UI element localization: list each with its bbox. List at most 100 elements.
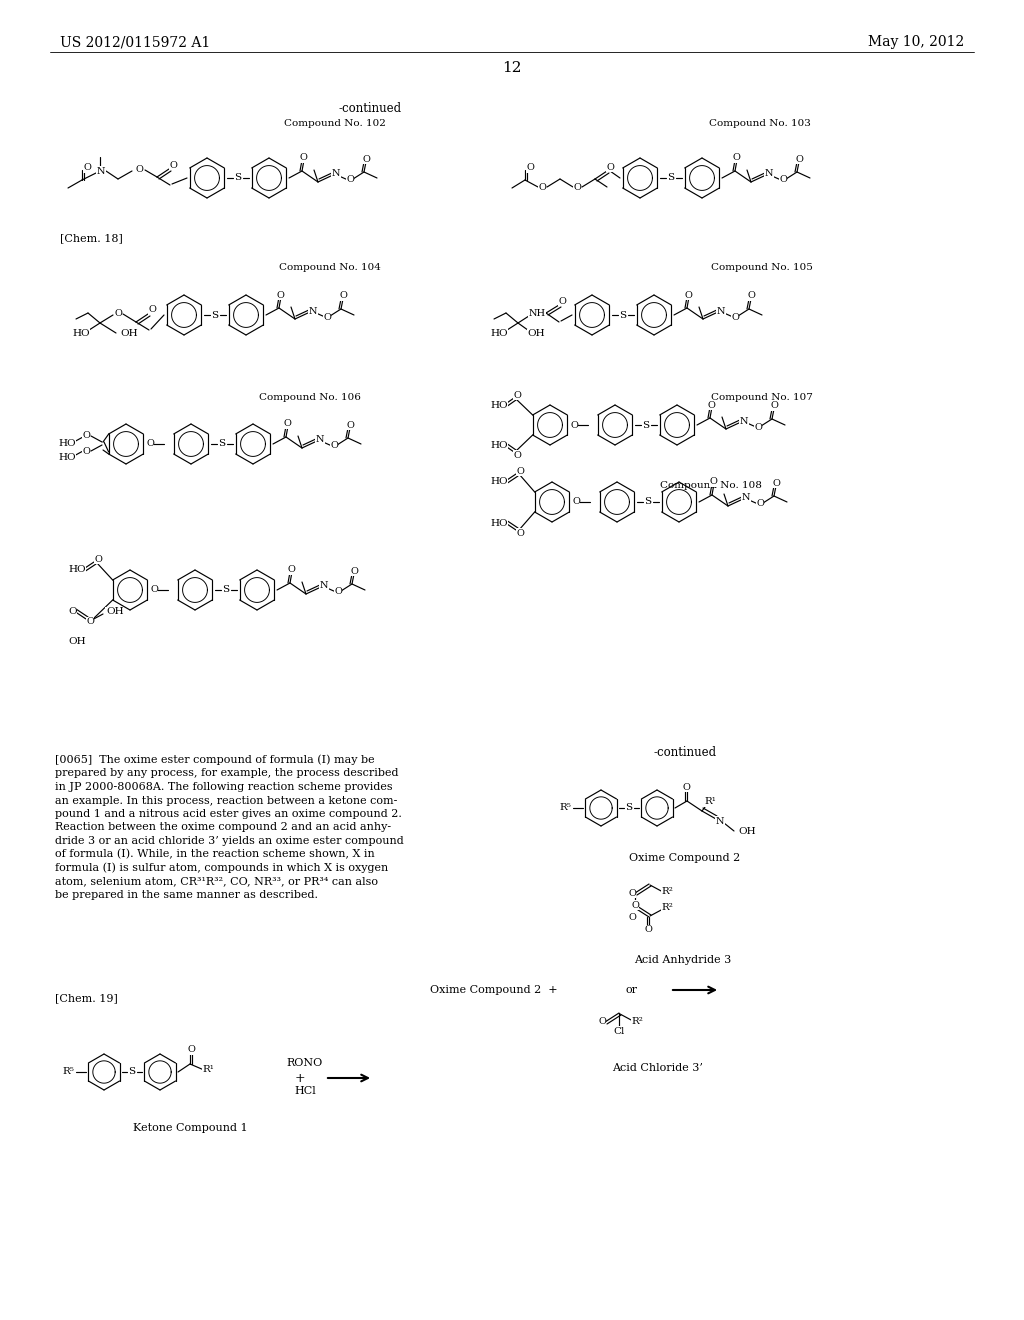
Text: R²: R² [631,1016,643,1026]
Text: O: O [779,176,786,185]
Text: Compound No. 105: Compound No. 105 [711,264,813,272]
Text: of formula (I). While, in the reaction scheme shown, X in: of formula (I). While, in the reaction s… [55,849,375,859]
Text: O: O [362,154,370,164]
Text: HCl: HCl [294,1086,315,1096]
Text: O: O [756,499,764,508]
Text: O: O [709,478,717,487]
Text: HO: HO [490,478,508,487]
Text: Compound No. 107: Compound No. 107 [711,393,813,403]
Text: HO: HO [490,400,508,409]
Text: HO: HO [58,440,76,449]
Text: O: O [754,422,762,432]
Text: S: S [644,498,651,507]
Text: S: S [620,310,627,319]
Text: atom, selenium atom, CR³¹R³², CO, NR³³, or PR³⁴ can also: atom, selenium atom, CR³¹R³², CO, NR³³, … [55,876,378,887]
Text: O: O [339,292,347,301]
Text: Compound No. 103: Compound No. 103 [709,119,811,128]
Text: O: O [114,309,122,318]
Text: HO: HO [490,441,508,450]
Text: O: O [516,528,524,537]
Text: HO: HO [72,329,90,338]
Text: -continued: -continued [653,746,717,759]
Text: O: O [513,450,521,459]
Text: [0065]  The oxime ester compound of formula (I) may be: [0065] The oxime ester compound of formu… [55,755,375,766]
Text: O: O [276,290,284,300]
Text: O: O [526,164,534,173]
Text: O: O [169,161,177,169]
Text: O: O [682,783,690,792]
Text: S: S [211,310,218,319]
Text: N: N [716,817,724,825]
Text: S: S [668,173,675,182]
Text: May 10, 2012: May 10, 2012 [867,36,964,49]
Text: RONO: RONO [287,1059,324,1068]
Text: O: O [323,313,331,322]
Text: S: S [218,440,225,449]
Text: O: O [598,1018,606,1027]
Text: O: O [516,466,524,475]
Text: O: O [631,900,639,909]
Text: in JP 2000-80068A. The following reaction scheme provides: in JP 2000-80068A. The following reactio… [55,781,392,792]
Text: Oxime Compound 2  +: Oxime Compound 2 + [430,985,558,995]
Text: HO: HO [490,329,508,338]
Text: O: O [151,586,158,594]
Text: O: O [135,165,143,174]
Text: 12: 12 [502,61,522,75]
Text: N: N [96,166,105,176]
Text: S: S [642,421,649,429]
Text: O: O [82,446,90,455]
Text: be prepared in the same manner as described.: be prepared in the same manner as descri… [55,890,318,900]
Text: O: O [772,479,780,487]
Text: OH: OH [106,607,124,616]
Text: OH: OH [120,330,137,338]
Text: O: O [572,498,580,507]
Text: O: O [644,925,652,935]
Text: N: N [739,417,749,425]
Text: OH: OH [68,638,86,647]
Text: an example. In this process, reaction between a ketone com-: an example. In this process, reaction be… [55,796,397,805]
Text: O: O [538,182,546,191]
Text: O: O [350,566,358,576]
Text: prepared by any process, for example, the process described: prepared by any process, for example, th… [55,768,398,779]
Text: R⁵: R⁵ [559,804,571,813]
Text: HO: HO [58,453,76,462]
Text: N: N [717,306,725,315]
Text: O: O [330,441,338,450]
Text: R²: R² [662,903,673,912]
Text: Compound No. 104: Compound No. 104 [280,264,381,272]
Text: N: N [741,494,751,503]
Text: Acid Chloride 3’: Acid Chloride 3’ [612,1063,703,1073]
Text: O: O [732,153,740,162]
Text: O: O [346,176,354,185]
Text: O: O [187,1045,195,1055]
Text: O: O [346,421,354,429]
Text: O: O [86,618,94,627]
Text: pound 1 and a nitrous acid ester gives an oxime compound 2.: pound 1 and a nitrous acid ester gives a… [55,809,401,818]
Text: O: O [94,554,102,564]
Text: Reaction between the oxime compound 2 and an acid anhy-: Reaction between the oxime compound 2 an… [55,822,391,833]
Text: US 2012/0115972 A1: US 2012/0115972 A1 [60,36,210,49]
Text: O: O [628,912,636,921]
Text: S: S [128,1068,135,1077]
Text: R²: R² [662,887,673,896]
Text: HO: HO [490,520,508,528]
Text: S: S [234,173,242,182]
Text: O: O [283,420,291,429]
Text: NH: NH [528,309,546,318]
Text: OH: OH [527,330,545,338]
Text: OH: OH [738,828,756,837]
Text: Oxime Compound 2: Oxime Compound 2 [630,853,740,863]
Text: O: O [570,421,578,429]
Text: O: O [83,164,91,173]
Text: O: O [334,587,342,597]
Text: O: O [148,305,156,314]
Text: O: O [707,400,715,409]
Text: S: S [222,586,229,594]
Text: Ketone Compound 1: Ketone Compound 1 [133,1123,248,1133]
Text: Compound No. 102: Compound No. 102 [284,119,386,128]
Text: O: O [558,297,566,305]
Text: O: O [606,162,614,172]
Text: formula (I) is sulfur atom, compounds in which X is oxygen: formula (I) is sulfur atom, compounds in… [55,863,388,874]
Text: [Chem. 18]: [Chem. 18] [60,234,123,243]
Text: N: N [765,169,773,178]
